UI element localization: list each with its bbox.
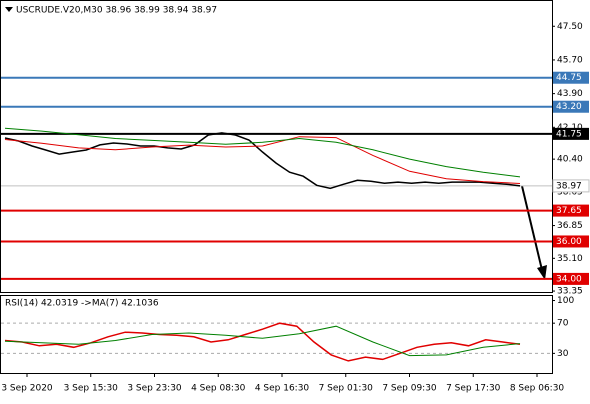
level-box [553,100,589,113]
x-tick-label: 7 Sep 09:30 [382,384,437,394]
x-tick-label: 7 Sep 01:30 [319,384,374,394]
y-tick-label: 36.85 [557,221,583,231]
y-tick-label: 43.90 [557,89,583,99]
rsi-panel [0,295,553,374]
level-label: 43.20 [556,102,582,112]
x-tick-label: 3 Sep 23:30 [127,384,182,394]
x-tick-label: 7 Sep 17:30 [446,384,501,394]
level-label: 44.75 [556,73,582,83]
level-label: 37.65 [556,206,582,216]
level-label: 36.00 [556,237,582,247]
level-box [553,272,589,285]
series-line [4,325,521,357]
main-panel [0,0,553,293]
y-tick-label: 35.10 [557,254,583,264]
x-tick-label: 3 Sep 2020 [1,384,53,394]
last-price-box [552,179,590,193]
y-tick-label: 30 [557,349,569,359]
y-tick-label: 70 [557,319,569,329]
level-box [553,235,589,248]
y-tick-label: 100 [557,296,574,306]
series-line [4,127,521,178]
y-tick-label: 33.35 [557,287,583,297]
level-label: 41.75 [556,129,582,139]
y-tick-label: 45.70 [557,55,583,65]
series-line [4,136,521,184]
menu-triangle [5,7,13,12]
level-box [553,127,589,140]
series-line [4,132,521,190]
arrow-line [521,185,543,271]
y-tick-label: 47.50 [557,22,583,32]
x-tick-label: 8 Sep 06:30 [510,384,565,394]
last-price-label: 38.97 [556,181,582,191]
x-tick-label: 4 Sep 16:30 [255,384,310,394]
x-tick-label: 3 Sep 15:30 [64,384,119,394]
level-box [553,204,589,217]
y-tick-label: 40.40 [557,155,583,165]
level-box [553,71,589,84]
chart-title: USCRUDE.V20,M30 38.96 38.99 38.94 38.97 [16,6,217,16]
y-tick-label: 42.10 [557,123,583,133]
arrow-head [537,265,547,280]
rsi-title: RSI(14) 42.0319 ->MA(7) 42.1036 [5,299,159,309]
x-tick-label: 4 Sep 08:30 [191,384,246,394]
level-label: 34.00 [556,274,582,284]
